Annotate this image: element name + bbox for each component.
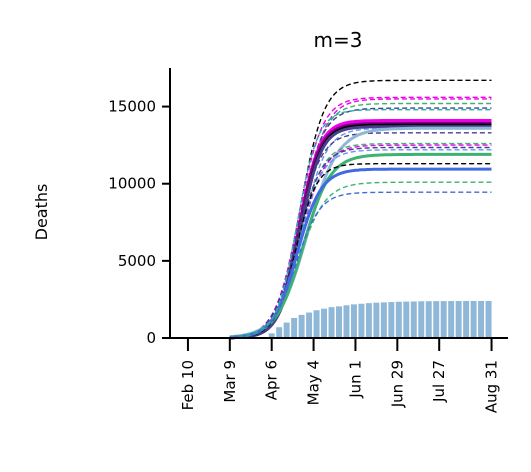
series-line (229, 125, 492, 340)
bar (410, 301, 417, 338)
bar (470, 300, 477, 338)
series-line (229, 79, 492, 338)
bar (283, 322, 290, 338)
bar (463, 301, 470, 338)
x-tick-label: Jul 27 (430, 360, 448, 403)
x-tick-label: Mar 9 (221, 360, 239, 403)
x-tick-label: May 4 (305, 360, 323, 405)
bar (403, 301, 410, 338)
bar (440, 301, 447, 338)
bar (395, 301, 402, 338)
x-tick-label: Jun 1 (347, 360, 365, 399)
bar (425, 301, 432, 338)
bar (380, 302, 387, 338)
y-tick-label: 0 (146, 329, 156, 347)
x-tick-label: Jun 29 (388, 360, 406, 408)
bar (276, 327, 283, 338)
bar (336, 306, 342, 338)
x-tick-label: Aug 31 (483, 360, 501, 413)
x-tick-label: Feb 10 (179, 360, 197, 410)
bar (388, 302, 395, 338)
bar (306, 312, 313, 338)
bar (358, 303, 365, 338)
bar (485, 300, 492, 338)
bar (298, 314, 305, 338)
x-tick-label: Apr 6 (263, 360, 281, 400)
bar (478, 300, 485, 338)
bar (455, 301, 462, 338)
bar (373, 302, 380, 338)
y-axis-label: Deaths (32, 184, 51, 241)
bar (433, 301, 440, 338)
line-layer (229, 79, 492, 340)
series-line (229, 191, 492, 339)
bar (350, 304, 357, 338)
bar (448, 301, 455, 338)
chart-title: m=3 (314, 28, 363, 52)
bar (313, 310, 320, 338)
bar (418, 301, 425, 338)
bar (291, 317, 298, 338)
y-tick-label: 15000 (108, 98, 156, 116)
bar (321, 308, 328, 338)
bar (343, 305, 350, 338)
y-tick-label: 10000 (108, 175, 156, 193)
series-line (229, 108, 492, 339)
bar-layer (268, 300, 492, 338)
bar (268, 333, 275, 338)
bar (365, 303, 372, 338)
y-tick-label: 5000 (118, 252, 156, 270)
axes: 0 5000 10000 15000 Feb 10 Mar 9 Apr 6 May 4 Jun … (108, 68, 508, 413)
bar (328, 307, 335, 338)
